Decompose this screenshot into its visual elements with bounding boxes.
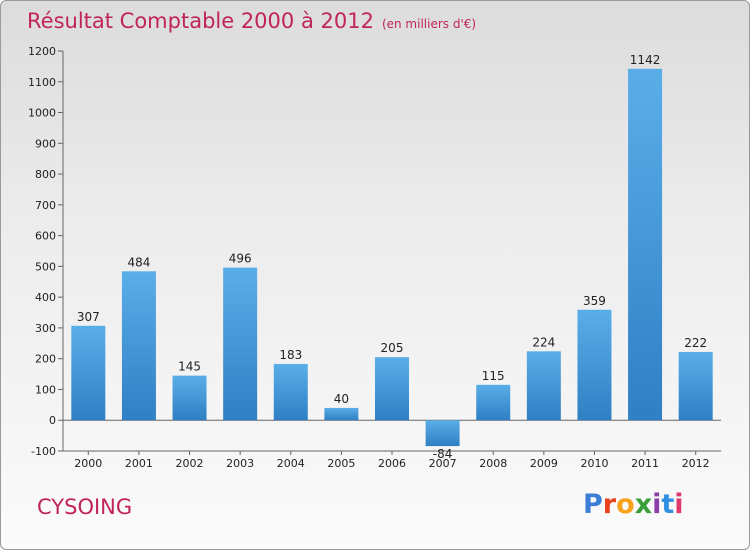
- commune-name: CYSOING: [37, 495, 133, 519]
- bar: [425, 420, 460, 447]
- y-tick-label: 400: [35, 291, 56, 304]
- logo-letter: o: [616, 489, 635, 520]
- x-tick-label: 2006: [378, 457, 406, 470]
- x-tick-label: 2009: [530, 457, 558, 470]
- x-tick-label: 2004: [277, 457, 305, 470]
- x-tick-label: 2000: [74, 457, 102, 470]
- x-tick-label: 2003: [226, 457, 254, 470]
- bar: [223, 267, 258, 421]
- logo-letter: t: [661, 489, 675, 520]
- bar: [375, 357, 409, 421]
- data-label: 205: [381, 341, 404, 355]
- logo-letter: i: [652, 489, 662, 520]
- y-tick-label: 1200: [28, 45, 56, 58]
- proxiti-logo: Proxiti: [583, 489, 684, 520]
- bar: [577, 309, 612, 421]
- bar: [121, 271, 156, 421]
- data-label: 145: [178, 360, 201, 374]
- bar: [526, 351, 561, 421]
- y-tick-label: 0: [49, 414, 56, 427]
- data-label: 1142: [630, 53, 661, 67]
- y-tick-label: 200: [35, 353, 56, 366]
- data-label: 115: [482, 369, 505, 383]
- x-tick-label: 2011: [631, 457, 659, 470]
- data-label: 224: [532, 335, 555, 349]
- title-text: Résultat Comptable 2000 à 2012: [27, 9, 374, 33]
- chart-title: Résultat Comptable 2000 à 2012 (en millie…: [27, 9, 476, 33]
- data-label: 40: [334, 392, 349, 406]
- x-tick-label: 2001: [125, 457, 153, 470]
- bar: [273, 363, 308, 421]
- y-tick-label: 500: [35, 260, 56, 273]
- data-label: 307: [77, 310, 100, 324]
- y-tick-label: 800: [35, 168, 56, 181]
- bar: [628, 68, 663, 421]
- bar: [71, 325, 106, 421]
- x-tick-label: 2008: [479, 457, 507, 470]
- y-tick-label: -100: [31, 445, 56, 458]
- data-label: 359: [583, 294, 606, 308]
- x-tick-label: 2005: [327, 457, 355, 470]
- logo-letter: P: [583, 489, 603, 520]
- x-tick-label: 2007: [429, 457, 457, 470]
- logo-letter: i: [674, 489, 684, 520]
- y-tick-label: 900: [35, 137, 56, 150]
- y-tick-label: 100: [35, 383, 56, 396]
- x-tick-label: 2012: [682, 457, 710, 470]
- logo-letter: x: [634, 489, 653, 520]
- y-tick-label: 600: [35, 230, 56, 243]
- title-unit: (en milliers d'€): [381, 17, 477, 31]
- logo-letter: r: [602, 489, 617, 520]
- data-label: 183: [279, 348, 302, 362]
- y-tick-label: 1000: [28, 107, 56, 120]
- bar: [172, 375, 207, 421]
- bar: [324, 407, 359, 421]
- data-label: 484: [127, 255, 150, 269]
- y-tick-label: 300: [35, 322, 56, 335]
- bar: [476, 384, 511, 421]
- x-tick-label: 2002: [176, 457, 204, 470]
- data-label: 496: [229, 252, 252, 266]
- data-label: 222: [684, 336, 707, 350]
- y-tick-label: 1100: [28, 76, 56, 89]
- y-tick-label: 700: [35, 199, 56, 212]
- bar: [678, 351, 713, 421]
- x-tick-label: 2010: [580, 457, 608, 470]
